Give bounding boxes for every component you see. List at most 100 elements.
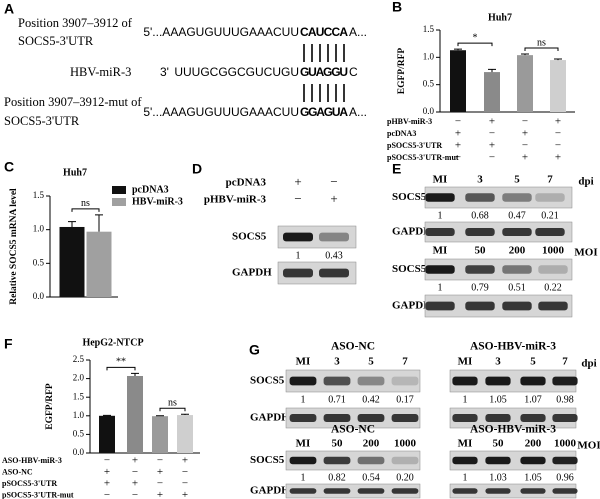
condition-sign: + (132, 478, 138, 490)
lane-label: 200 (509, 245, 526, 257)
lane-unit: dpi (578, 176, 593, 188)
significance-label: * (473, 32, 478, 43)
condition-label: ASO-HBV-miR-3 (2, 456, 62, 465)
condition-label: pSOCS5-3'UTR-mut (387, 153, 459, 162)
condition-label: pSOCS5-3'UTR (2, 479, 57, 488)
caption: Position 3907–3912 of (18, 16, 133, 30)
quantification: 1 (301, 472, 306, 483)
y-axis-label: Relative SOCS5 mRNA level (9, 188, 19, 305)
bar (450, 50, 466, 112)
panel-label: C (4, 159, 14, 175)
error-bar (454, 48, 462, 51)
quantification: 1 (296, 250, 301, 261)
significance-bracket (106, 366, 136, 371)
condition-sign: + (132, 455, 138, 467)
band (502, 228, 532, 236)
blot (285, 483, 421, 499)
blot-label: GAPDH (392, 226, 432, 238)
y-tick-label: 1.0 (423, 51, 435, 61)
lane-label: MI (458, 438, 473, 450)
blot (285, 407, 421, 429)
blot (424, 258, 573, 281)
condition-label: ASO-NC (2, 467, 33, 476)
y-tick-label: 1.0 (33, 224, 45, 234)
condition-sign: − (330, 174, 337, 189)
blot-label: GAPDH (232, 267, 272, 279)
condition-sign: + (157, 489, 163, 499)
band (520, 456, 546, 465)
lane-label: 3 (495, 356, 501, 368)
y-tick-label: 2.0 (73, 373, 85, 383)
significance-label: ns (537, 37, 546, 48)
band (520, 414, 546, 422)
lane-label: MI (433, 174, 448, 186)
sequence: UUUGCGGCGUCUGU (174, 65, 299, 79)
blot-label: SOCS5 (232, 231, 267, 243)
condition-sign: − (132, 489, 138, 499)
sequence: 5'...AAAGUGUUUGAAACUU (143, 25, 299, 39)
y-tick-label: 1.5 (33, 190, 45, 200)
lane-unit: MOI (577, 440, 600, 452)
significance-label: ns (168, 398, 177, 409)
band (552, 488, 578, 494)
quantification: 0.21 (541, 210, 559, 221)
band (323, 488, 351, 494)
quantification: 1.05 (524, 472, 542, 483)
blot (285, 369, 421, 393)
condition-sign: + (455, 128, 461, 140)
lane-label: 1000 (394, 438, 417, 450)
band (452, 456, 478, 465)
condition-label: pHBV-miR-3 (387, 117, 432, 126)
y-tick-label: 0.0 (73, 447, 85, 457)
y-tick-label: 1.5 (423, 24, 435, 34)
band (535, 193, 565, 202)
band (452, 488, 478, 494)
sequence: A... (349, 105, 367, 119)
band (425, 228, 455, 236)
quantification: 0.54 (362, 472, 380, 483)
lane-label: 200 (525, 438, 542, 450)
y-tick-label: 1.5 (73, 391, 85, 401)
panel-label: G (249, 342, 260, 358)
blot (277, 225, 357, 249)
condition-sign: − (489, 152, 495, 164)
y-tick-label: 0.0 (423, 106, 435, 116)
lane-label: 3 (477, 174, 483, 186)
band (391, 488, 419, 494)
condition-sign: + (522, 128, 528, 140)
lane-label: 1000 (542, 245, 565, 257)
band (283, 232, 313, 242)
band (452, 376, 478, 386)
condition-sign: + (182, 489, 188, 499)
band (502, 193, 532, 202)
condition-sign: − (132, 466, 138, 478)
band (425, 265, 455, 274)
band (538, 301, 568, 311)
significance-bracket (524, 47, 559, 52)
y-axis-label: EGFP/RFP (397, 48, 407, 95)
quantification: 1 (438, 210, 443, 221)
bar (484, 72, 500, 112)
lane-label: 1000 (554, 438, 577, 450)
lane-label: 5 (368, 356, 374, 368)
chart-title: Huh7 (488, 12, 512, 23)
condition-sign: − (489, 128, 495, 140)
bar (127, 375, 143, 453)
lane-label: 50 (475, 245, 487, 257)
sequence: 5'...AAAGUGUUUGAAACUU (143, 105, 299, 119)
lane-label: 7 (402, 356, 408, 368)
quantification: 1.05 (489, 394, 507, 405)
y-tick-label: 2.5 (73, 354, 85, 364)
sequence-end: 3' (160, 65, 169, 79)
quantification: 0.98 (556, 394, 574, 405)
quantification: 0.42 (362, 394, 380, 405)
band (323, 456, 351, 465)
condition-sign: + (489, 116, 495, 128)
y-tick-label: 0.5 (73, 428, 85, 438)
quantification: 1 (463, 394, 468, 405)
band (520, 376, 546, 386)
condition-sign: − (104, 455, 110, 467)
lane-label: MI (433, 245, 448, 257)
lane-label: 7 (562, 356, 568, 368)
y-axis-label: EGFP/RFP (45, 383, 55, 430)
